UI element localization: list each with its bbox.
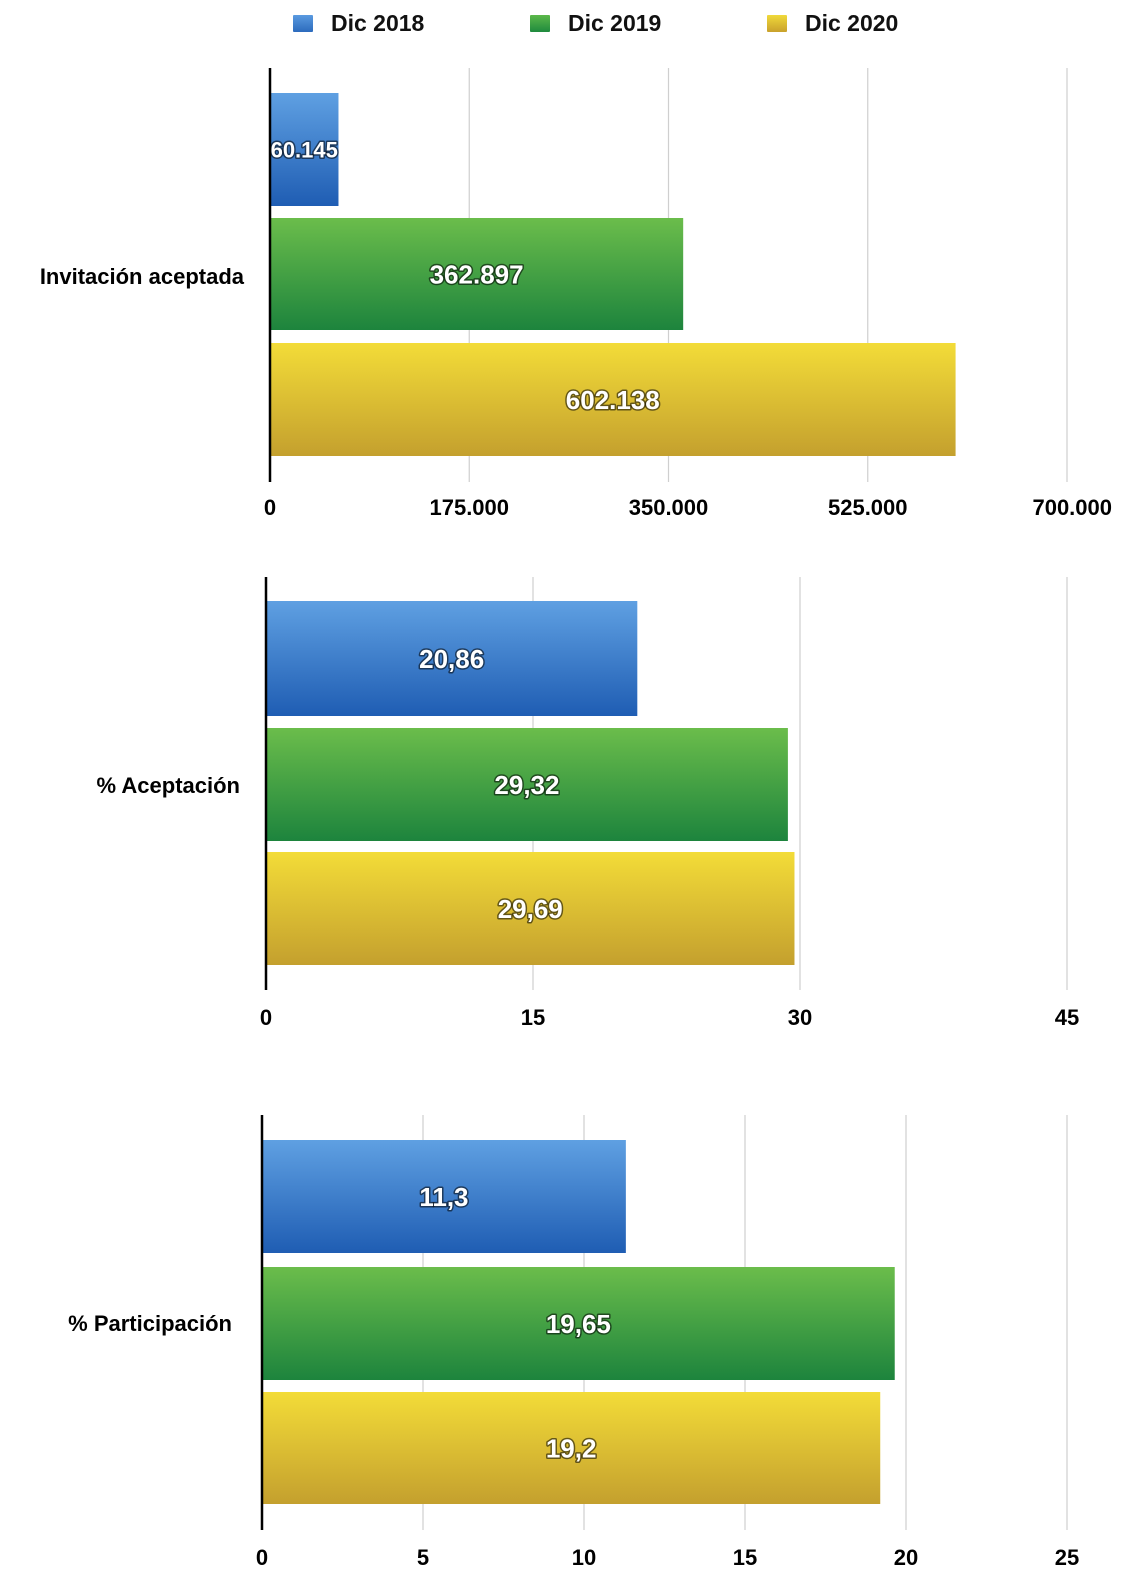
legend-swatch-dic-2020 [767, 14, 787, 32]
bar-1-dic-2020 [270, 343, 956, 456]
bar-2-dic-2019 [266, 728, 788, 841]
category-label-1: Invitación aceptada [40, 264, 245, 289]
bar-1-dic-2018 [270, 93, 339, 206]
legend-item-dic-2019: Dic 2019 [530, 6, 661, 40]
tick-label-1-1: 175.000 [429, 495, 509, 520]
tick-label-1-4: 700.000 [1032, 495, 1112, 520]
tick-label-3-1: 5 [417, 1545, 429, 1570]
legend-label-dic-2018: Dic 2018 [331, 9, 425, 36]
data-label-1-dic-2020: 602.138 [566, 385, 660, 415]
tick-label-3-5: 25 [1055, 1545, 1079, 1570]
tick-label-3-0: 0 [256, 1545, 268, 1570]
data-label-3-dic-2018: 11,3 [419, 1182, 468, 1212]
category-label-2: % Aceptación [97, 773, 240, 798]
tick-label-2-2: 30 [788, 1005, 812, 1030]
legend-item-dic-2018: Dic 2018 [293, 6, 424, 40]
tick-label-3-4: 20 [894, 1545, 918, 1570]
data-label-2-dic-2019: 29,32 [494, 770, 559, 800]
legend-swatch-dic-2018 [293, 14, 313, 32]
tick-label-2-1: 15 [521, 1005, 545, 1030]
tick-label-2-3: 45 [1055, 1005, 1079, 1030]
bar-2-dic-2020 [266, 852, 795, 965]
tick-label-1-2: 350.000 [629, 495, 709, 520]
bar-3-dic-2020 [262, 1392, 881, 1504]
data-label-1-dic-2018: 60.145 [271, 137, 338, 162]
tick-label-2-0: 0 [260, 1005, 272, 1030]
data-label-2-dic-2018: 20,86 [419, 644, 484, 674]
tick-label-1-0: 0 [264, 495, 276, 520]
bar-1-dic-2019 [270, 218, 684, 330]
data-label-2-dic-2020: 29,69 [498, 894, 563, 924]
bar-3-dic-2018 [262, 1140, 626, 1253]
bar-3-dic-2019 [262, 1267, 895, 1380]
tick-label-3-2: 10 [572, 1545, 596, 1570]
legend-swatch-dic-2019 [530, 14, 550, 32]
data-label-3-dic-2020: 19,2 [546, 1433, 597, 1463]
tick-label-3-3: 15 [733, 1545, 757, 1570]
data-label-1-dic-2019: 362.897 [430, 259, 524, 289]
legend-label-dic-2020: Dic 2020 [805, 9, 899, 36]
data-label-3-dic-2019: 19,65 [546, 1309, 611, 1339]
tick-label-1-3: 525.000 [828, 495, 908, 520]
legend-label-dic-2019: Dic 2019 [568, 9, 662, 36]
chart-legend: Dic 2018 Dic 2019 Dic 2020 [0, 6, 1134, 40]
legend-item-dic-2020: Dic 2020 [767, 6, 898, 40]
bar-2-dic-2018 [266, 601, 638, 716]
category-label-3: % Participación [68, 1311, 232, 1336]
